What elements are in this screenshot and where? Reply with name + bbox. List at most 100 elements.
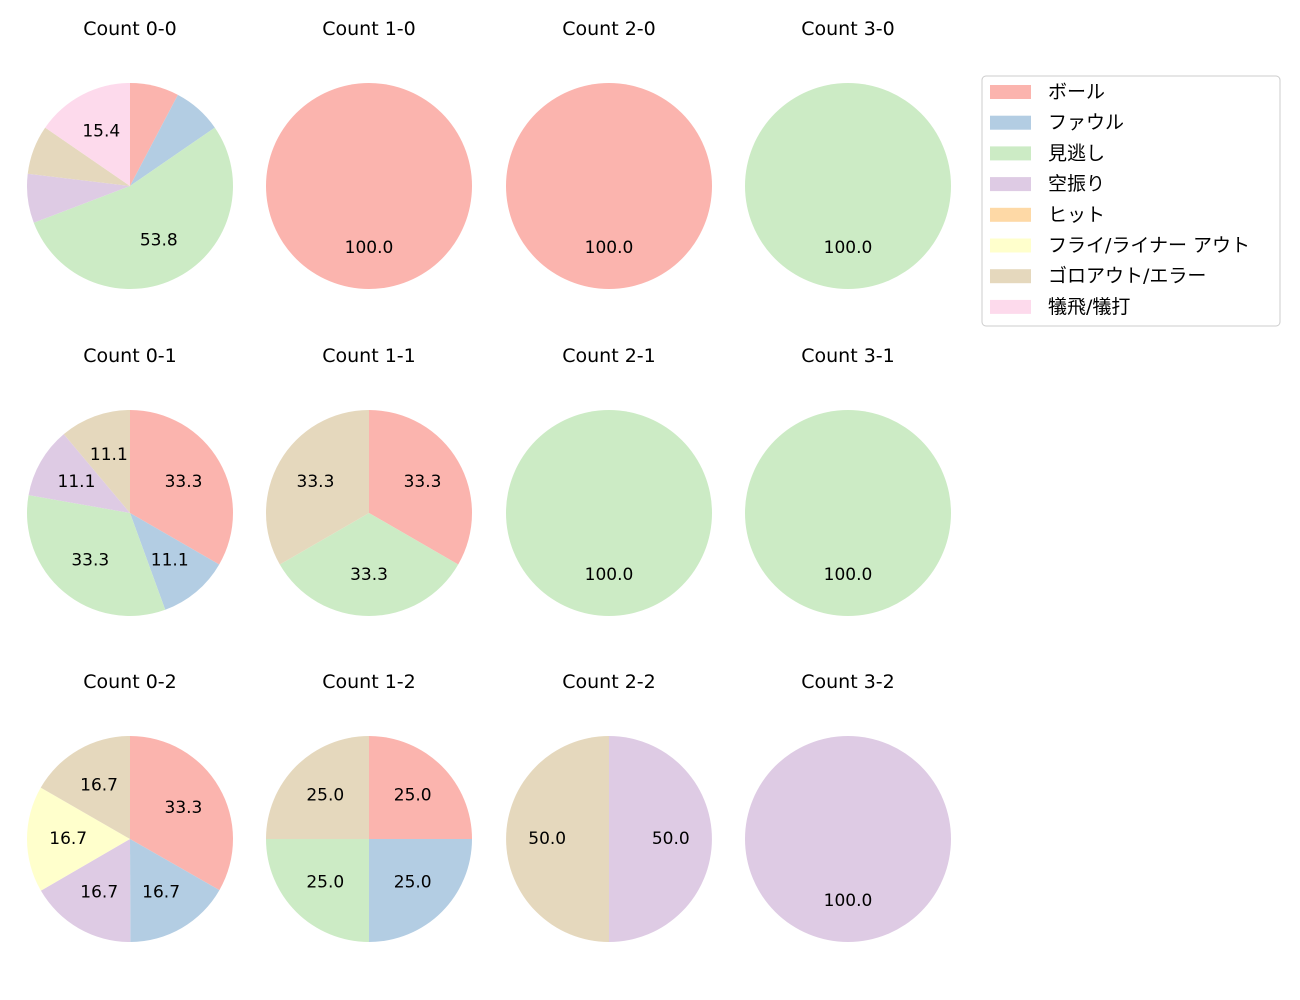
legend-label: 空振り [1048, 173, 1105, 195]
slice-label: 100.0 [585, 565, 634, 585]
pie-slice [27, 495, 166, 616]
pie-chart: Count 0-2 33.3 16.7 16.7 16.7 16.7 [26, 671, 233, 942]
slice-label: 100.0 [585, 238, 634, 258]
legend-item: 見逃し [990, 142, 1105, 164]
slice-label: 50.0 [528, 829, 566, 849]
pie-slice [27, 127, 130, 186]
slice-label: 16.7 [49, 829, 87, 849]
slice-label: 33.3 [165, 472, 203, 492]
pie-slice [130, 94, 215, 186]
pie-chart: Count 2-2 50.0 50.0 [506, 671, 712, 942]
pie-slice [26, 787, 130, 891]
slice-label: 100.0 [824, 565, 873, 585]
pie-slice [609, 736, 712, 942]
chart-title: Count 0-1 [83, 345, 177, 367]
legend-swatch [990, 115, 1031, 130]
legend-item: フライ/ライナー アウト [990, 235, 1250, 257]
pie-chart: Count 3-2 100.0 [745, 671, 951, 942]
pie-slice [745, 410, 951, 616]
chart-title: Count 2-1 [562, 345, 656, 367]
pie-slice [369, 736, 472, 839]
pie-slice [745, 83, 951, 289]
chart-title: Count 0-2 [83, 671, 177, 693]
legend-swatch [990, 146, 1031, 161]
slice-label: 25.0 [306, 785, 344, 805]
legend-label: 見逃し [1048, 142, 1105, 164]
pie-slice [130, 839, 220, 942]
legend-swatch [990, 207, 1031, 222]
pie-chart: Count 3-1 100.0 [745, 345, 951, 616]
slice-label: 33.3 [165, 798, 203, 818]
legend-swatch [990, 85, 1031, 99]
slice-label: 53.8 [140, 231, 178, 251]
chart-title: Count 1-0 [322, 18, 416, 40]
pie-slice [40, 736, 130, 839]
pie-chart: Count 1-2 25.0 25.0 25.0 25.0 [266, 671, 472, 942]
legend-label: フライ/ライナー アウト [1048, 235, 1250, 257]
pie-chart: Count 2-1 100.0 [506, 345, 712, 616]
pie-slice [130, 410, 233, 565]
pie-slice [33, 127, 233, 289]
slice-label: 11.1 [58, 472, 96, 492]
pie-chart: Count 1-0 100.0 [266, 18, 472, 289]
slice-label: 100.0 [824, 238, 873, 258]
legend-label: ボール [1048, 81, 1105, 103]
pie-slice [130, 513, 220, 610]
pie-slice [506, 83, 712, 289]
pie-slice [266, 83, 472, 289]
legend-swatch [990, 238, 1031, 253]
legend-item: 犠飛/犠打 [990, 296, 1130, 318]
slice-label: 16.7 [142, 882, 180, 902]
pie-slice [130, 83, 178, 186]
slice-label: 33.3 [297, 472, 335, 492]
legend-item: ファウル [990, 112, 1124, 134]
chart-title: Count 2-0 [562, 18, 656, 40]
pie-slice [130, 736, 233, 891]
pie-chart: Count 0-1 33.3 11.1 33.3 11.1 11.1 [27, 345, 233, 616]
pie-slice [266, 839, 369, 942]
chart-title: Count 1-2 [322, 671, 416, 693]
slice-label: 25.0 [394, 873, 432, 893]
slice-label: 33.3 [71, 550, 109, 570]
pie-slice [28, 434, 130, 513]
slice-label: 16.7 [80, 883, 118, 903]
pie-slice [266, 736, 369, 839]
chart-title: Count 3-1 [801, 345, 895, 367]
slice-label: 11.1 [151, 550, 189, 570]
pie-chart: Count 1-1 33.3 33.3 33.3 [266, 345, 473, 616]
chart-title: Count 0-0 [83, 18, 177, 40]
chart-title: Count 3-0 [801, 18, 895, 40]
pie-slice [45, 83, 130, 186]
legend-swatch [990, 177, 1031, 192]
pie-chart: Count 2-0 100.0 [506, 18, 712, 289]
slice-label: 11.1 [90, 445, 128, 465]
pie-slice [506, 736, 609, 942]
legend-swatch [990, 299, 1031, 314]
pie-slice [26, 173, 130, 223]
pie-slice [506, 410, 712, 616]
chart-title: Count 2-2 [562, 671, 656, 693]
slice-label: 25.0 [394, 785, 432, 805]
legend-item: ヒット [990, 204, 1105, 226]
chart-title: Count 3-2 [801, 671, 895, 693]
legend-label: ヒット [1048, 204, 1105, 226]
slice-label: 50.0 [652, 829, 690, 849]
legend-item: 空振り [990, 173, 1105, 195]
slice-label: 25.0 [306, 873, 344, 893]
pie-slice [369, 410, 473, 565]
legend-item: ボール [990, 81, 1105, 103]
legend-label: 犠飛/犠打 [1048, 296, 1130, 318]
pie-chart: Count 3-0 100.0 [745, 18, 951, 289]
slice-label: 15.4 [82, 121, 120, 141]
pie-chart: Count 0-0 53.8 15.4 [26, 18, 233, 289]
pie-slice [266, 410, 369, 565]
chart-title: Count 1-1 [322, 345, 416, 367]
slice-label: 33.3 [404, 472, 442, 492]
legend-frame [981, 75, 1281, 327]
pie-slice [369, 839, 472, 942]
slice-label: 16.7 [80, 775, 118, 795]
slice-label: 33.3 [350, 565, 388, 585]
